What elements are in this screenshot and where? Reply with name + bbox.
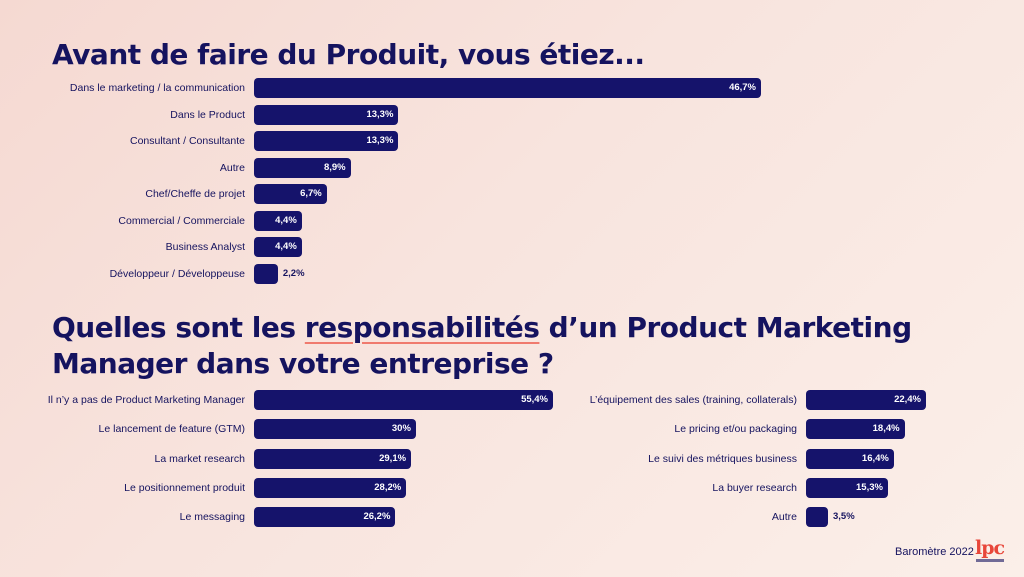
chart-3-category-label: L’équipement des sales (training, collat… [589, 394, 797, 406]
chart-1-bar [254, 104, 399, 125]
chart-3-category-label: Le pricing et/ou packaging [674, 423, 797, 436]
chart-1-value-label: 4,4% [275, 241, 297, 252]
chart-1-category-label: Chef/Cheffe de projet [145, 188, 245, 200]
chart-1-value-label: 46,7% [729, 82, 756, 93]
chart-2-value-label: 26,2% [363, 511, 391, 523]
title-part-2: d’un Product Marketing Manager dans votr… [52, 311, 912, 380]
chart-2-value-label: 30% [391, 423, 411, 435]
chart-3-value-label: 18,4% [872, 423, 900, 435]
chart-2-value-label: 28,2% [374, 481, 402, 493]
chart-1-bar [254, 184, 327, 204]
chart-1-row: Dans le marketing / la communication 46,7… [0, 78, 1024, 98]
chart-1-category-label: Dans le Product [170, 108, 245, 121]
chart-2-value-label: 55,4% [521, 394, 548, 405]
lpc-logo-icon: lpc [975, 537, 1005, 569]
chart-1-category-label: Autre [219, 161, 245, 174]
chart-1-row: Commercial / Commerciale 4,4% [0, 210, 1024, 231]
chart-3-value-label: 15,3% [856, 481, 883, 493]
chart-3-row: Le suivi des métriques business 16,4% [0, 448, 1024, 469]
chart-3-row: Autre 3,5% [0, 507, 1024, 528]
chart-3-category-label: Le suivi des métriques business [648, 452, 797, 465]
title-part-1: Quelles sont les [52, 311, 305, 344]
chart-3-value-label: 22,4% [894, 394, 921, 405]
chart-2-row: Le positionnement produit 28,2% [0, 477, 1024, 498]
chart-3-row: La buyer research 15,3% [0, 477, 1024, 498]
chart-2-value-label: 29,1% [379, 452, 407, 464]
chart-1-value-label: 4,4% [275, 214, 297, 226]
chart-1-value-label: 13,3% [366, 108, 394, 120]
chart-3-value-label: 16,4% [861, 452, 889, 464]
chart-3-bar [806, 390, 926, 410]
footer-barometre: Baromètre 2022 [895, 546, 974, 558]
chart-1-category-label: Développeur / Développeuse [109, 267, 245, 280]
chart-2-bar [254, 507, 396, 528]
chart-2-row: Le lancement de feature (GTM) 30% [0, 419, 1024, 440]
chart-3-category-label: Autre [771, 511, 797, 524]
chart-1-bar [254, 210, 302, 231]
chart-2-row: Il n’y a pas de Product Marketing Manage… [0, 390, 1024, 410]
chart-1-row: Chef/Cheffe de projet 6,7% [0, 184, 1024, 204]
chart-title-responsibilities: Quelles sont les responsabilités d’un Pr… [52, 310, 1024, 382]
chart-3-bar [806, 448, 894, 469]
chart-2-category-label: Le messaging [179, 511, 245, 524]
chart-1-bar [254, 263, 278, 284]
chart-1-row: Développeur / Développeuse 2,2% [0, 263, 1024, 284]
lpc-logo-underline [976, 559, 1004, 562]
chart-2-bar [254, 390, 553, 410]
chart-1-bar [254, 157, 351, 178]
chart-2-row: Le messaging 26,2% [0, 507, 1024, 528]
lpc-logo-text: lpc [975, 537, 1005, 559]
chart-1-bar [254, 131, 399, 151]
chart-2-bar [254, 448, 412, 469]
chart-3-bar [806, 507, 828, 528]
chart-1-row: Autre 8,9% [0, 157, 1024, 178]
title-underlined-word: responsabilités [304, 311, 540, 344]
chart-1-bar [254, 237, 302, 257]
chart-2-row: La market research 29,1% [0, 448, 1024, 469]
chart-2-bar [254, 477, 407, 498]
chart-3-bar [806, 477, 888, 498]
chart-1-row: Business Analyst 4,4% [0, 237, 1024, 257]
chart-1-category-label: Commercial / Commerciale [118, 214, 245, 227]
chart-1-value-label: 8,9% [323, 161, 346, 173]
chart-2-category-label: Le positionnement produit [124, 481, 245, 494]
chart-1-category-label: Consultant / Consultante [130, 135, 245, 147]
chart-2-category-label: La market research [154, 452, 245, 465]
chart-1-row: Dans le Product 13,3% [0, 104, 1024, 125]
chart-3-row: L’équipement des sales (training, collat… [0, 390, 1024, 410]
chart-title-background: Avant de faire du Produit, vous étiez... [52, 38, 645, 71]
chart-1-category-label: Dans le marketing / la communication [69, 82, 245, 94]
chart-3-bar [806, 419, 905, 440]
chart-1-value-label: 13,3% [366, 135, 394, 146]
chart-1-row: Consultant / Consultante 13,3% [0, 131, 1024, 151]
chart-2-bar [254, 419, 416, 440]
chart-3-category-label: La buyer research [712, 481, 797, 494]
chart-1-value-label: 6,7% [300, 188, 322, 199]
chart-2-category-label: Il n’y a pas de Product Marketing Manage… [47, 394, 245, 406]
chart-3-value-label: 3,5% [833, 511, 855, 523]
chart-1-bar [254, 78, 761, 98]
chart-2-category-label: Le lancement de feature (GTM) [98, 423, 245, 436]
chart-3-row: Le pricing et/ou packaging 18,4% [0, 419, 1024, 440]
chart-1-category-label: Business Analyst [165, 241, 245, 253]
chart-1-value-label: 2,2% [282, 267, 305, 279]
